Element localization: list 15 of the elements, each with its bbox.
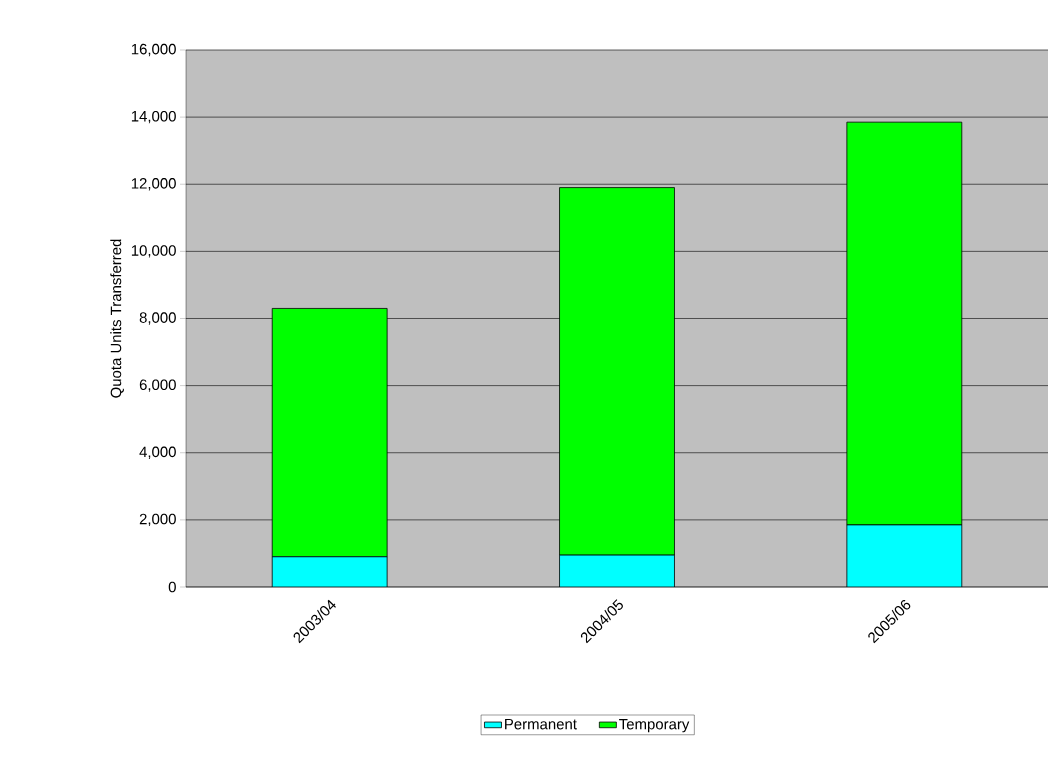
- y-tick-label: 8,000: [139, 312, 176, 325]
- y-tick-label: 10,000: [131, 245, 176, 258]
- bar: [271, 556, 388, 587]
- y-axis-title: Quota Units Transferred: [110, 239, 124, 398]
- legend-label: Permanent: [505, 718, 577, 730]
- legend-label: Temporary: [619, 718, 690, 733]
- y-tick-label: 4,000: [139, 446, 176, 459]
- y-tick-label: 14,000: [131, 110, 176, 124]
- y-tick-label: 16,000: [131, 43, 176, 57]
- y-tick-label: 0: [168, 581, 176, 593]
- bar: [846, 524, 963, 587]
- y-tick-label: 2,000: [139, 513, 176, 527]
- y-tick-label: 6,000: [139, 379, 176, 392]
- bar: [559, 554, 675, 587]
- y-tick-label: 12,000: [131, 178, 176, 191]
